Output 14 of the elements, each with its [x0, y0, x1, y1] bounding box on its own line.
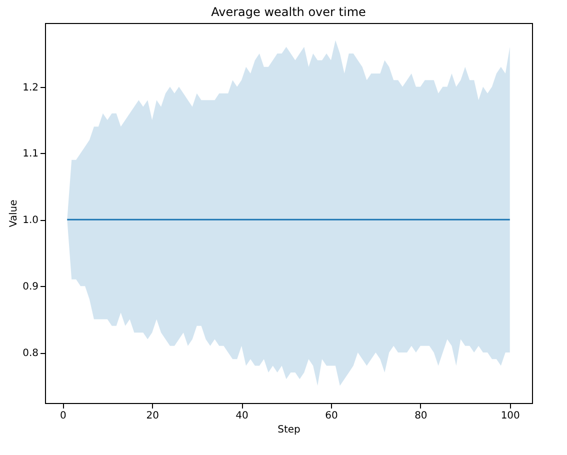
x-tick-label: 100	[500, 410, 520, 422]
y-tick-label: 0.8	[22, 348, 38, 360]
y-tick-label: 1.0	[22, 215, 38, 226]
chart-title: Average wealth over time	[211, 5, 366, 19]
y-tick-label: 1.2	[22, 82, 38, 94]
y-tick-label: 0.9	[22, 282, 38, 293]
x-tick-label: 60	[325, 410, 338, 422]
x-tick-label: 0	[60, 410, 66, 422]
x-tick-label: 80	[414, 410, 428, 422]
y-axis-title: Value	[8, 200, 20, 228]
x-tick-label: 20	[146, 410, 159, 422]
x-axis-title: Step	[278, 424, 300, 436]
y-tick-label: 1.1	[22, 148, 38, 160]
x-tick-label: 40	[236, 410, 248, 422]
